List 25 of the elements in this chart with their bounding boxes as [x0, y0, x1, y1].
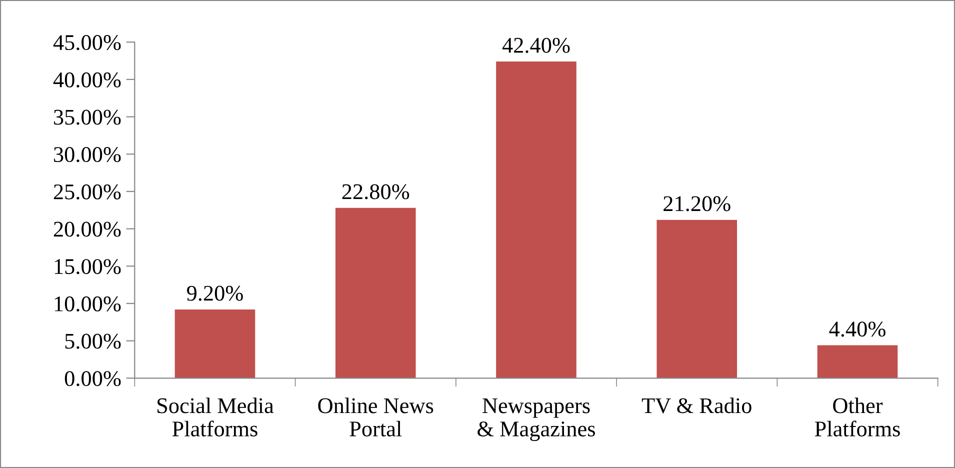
bar	[174, 309, 256, 378]
y-tick-label: 20.00%	[54, 222, 121, 237]
data-label: 21.20%	[664, 196, 730, 212]
data-label: 9.20%	[186, 286, 243, 301]
y-tick-label: 15.00%	[54, 259, 121, 274]
y-tick-label: 35.00%	[54, 110, 121, 125]
bar	[656, 220, 738, 378]
x-tick-label: Other Platforms	[814, 398, 900, 436]
x-tick-label: TV & Radio	[642, 398, 752, 414]
bar	[817, 345, 898, 378]
y-tick-label: 45.00%	[53, 35, 121, 50]
y-tick-label: 0.00%	[64, 371, 121, 386]
data-label: 4.40%	[829, 322, 886, 337]
bar	[335, 208, 416, 378]
x-tick-label: Social Media Platforms	[158, 398, 274, 436]
bar	[496, 62, 576, 378]
data-label: 42.40%	[502, 38, 570, 53]
data-label: 22.80%	[342, 184, 410, 200]
y-tick-label: 10.00%	[54, 296, 121, 312]
y-tick-label: 25.00%	[54, 184, 121, 200]
y-tick-label: 40.00%	[53, 72, 121, 88]
x-tick-label: Newspapers & Magazines	[478, 398, 595, 442]
y-tick-label: 5.00%	[65, 334, 121, 349]
y-tick-label: 30.00%	[54, 147, 121, 162]
x-tick-label: Online News Portal	[318, 398, 434, 436]
